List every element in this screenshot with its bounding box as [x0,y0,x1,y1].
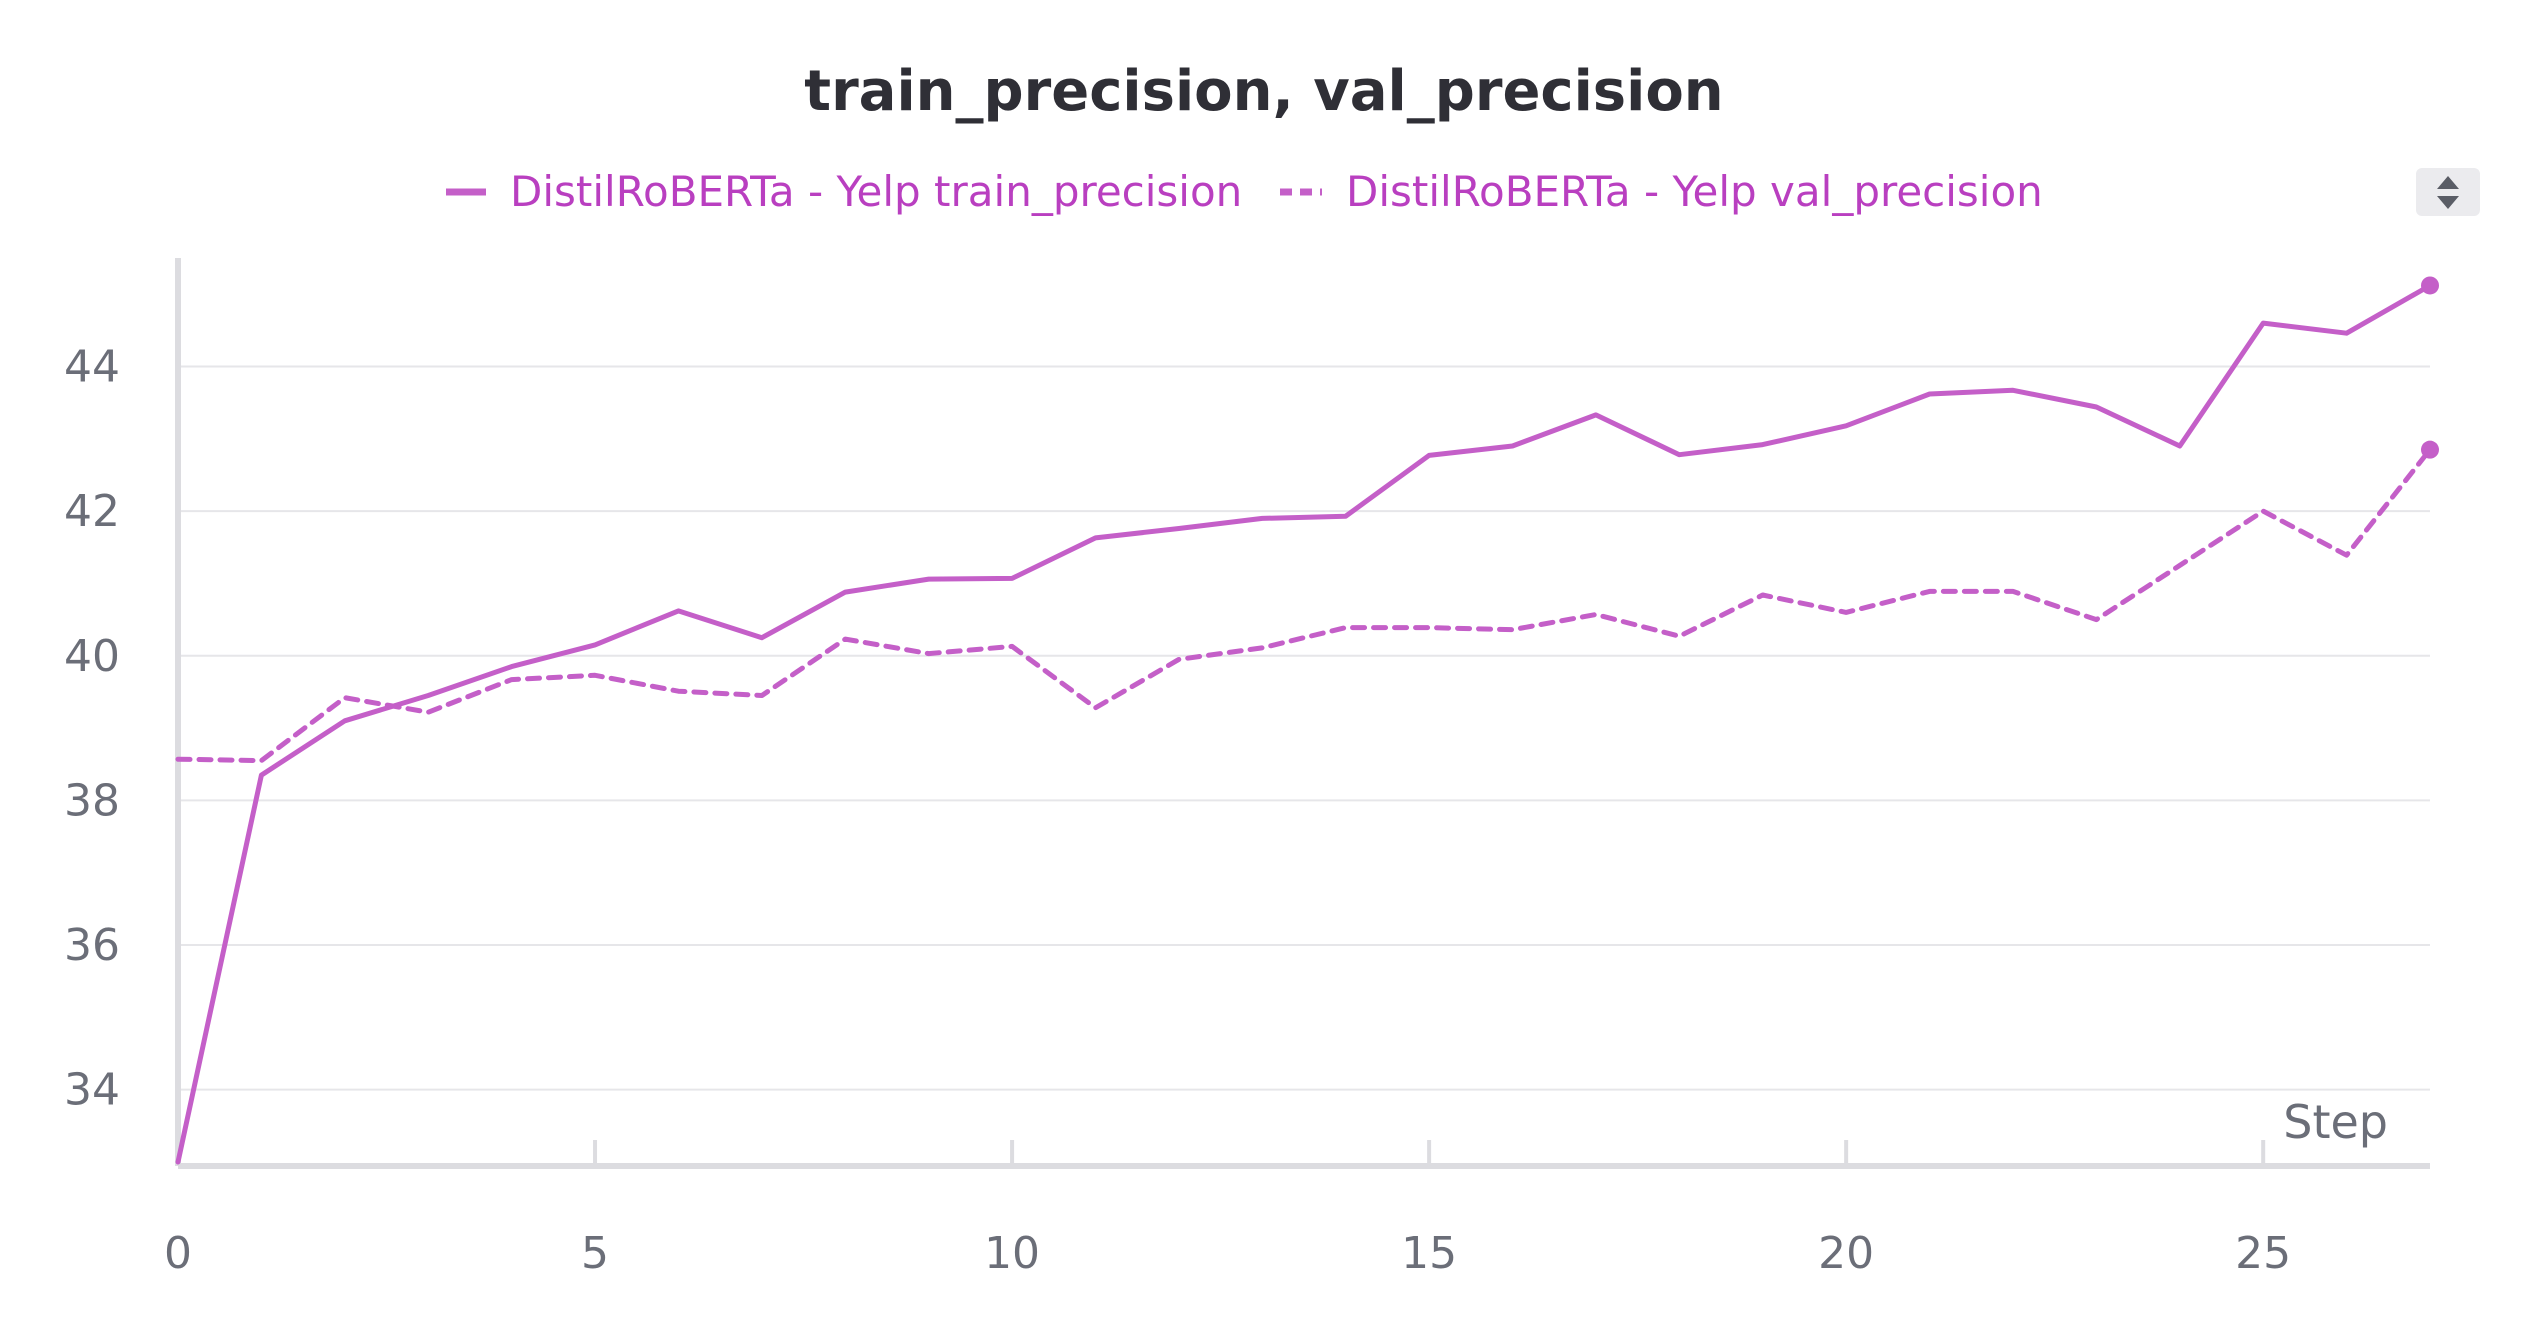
y-axis-ticks: 34 36 38 40 42 44 [64,341,120,1115]
x-axis-title: Step [2283,1095,2388,1149]
legend-item-train[interactable]: DistilRoBERTa - Yelp train_precision [446,167,1242,216]
y-tick-label: 34 [64,1065,120,1116]
x-tick-label: 5 [581,1228,609,1279]
chart-title: train_precision, val_precision [804,59,1723,124]
y-tick-label: 42 [64,486,120,537]
y-tick-label: 38 [64,775,120,826]
y-tick-label: 40 [64,631,120,682]
x-tick-label: 25 [2235,1228,2291,1279]
x-axis-ticks: 0 5 10 15 20 25 [164,1140,2291,1279]
legend-label-train: DistilRoBERTa - Yelp train_precision [510,167,1242,216]
x-tick-label: 15 [1401,1228,1457,1279]
legend: DistilRoBERTa - Yelp train_precision Dis… [446,167,2043,216]
y-tick-label: 36 [64,920,120,971]
sort-up-down-icon [2437,176,2459,209]
legend-scroll-button[interactable] [2416,168,2480,216]
series-line-val [175,447,2433,764]
series-line-train [175,283,2433,1165]
series-layer [175,276,2439,1165]
series-end-point-train [2421,276,2439,295]
y-tick-label: 44 [64,341,120,392]
x-tick-label: 0 [164,1228,192,1279]
legend-label-val: DistilRoBERTa - Yelp val_precision [1346,167,2043,216]
legend-item-val[interactable]: DistilRoBERTa - Yelp val_precision [1280,167,2043,216]
x-tick-label: 20 [1818,1228,1874,1279]
x-tick-label: 10 [984,1228,1040,1279]
series-end-point-val [2421,440,2439,459]
axes [175,258,2430,1169]
grid [178,365,2430,1091]
